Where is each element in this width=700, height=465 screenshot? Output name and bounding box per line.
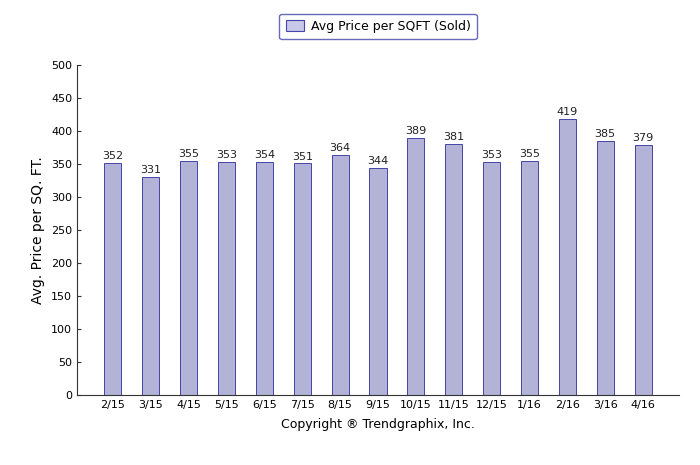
Text: 354: 354 bbox=[254, 150, 275, 159]
Bar bbox=[142, 177, 160, 395]
Bar bbox=[407, 139, 424, 395]
Legend: Avg Price per SQFT (Sold): Avg Price per SQFT (Sold) bbox=[279, 13, 477, 39]
Text: 419: 419 bbox=[556, 106, 578, 117]
Bar bbox=[559, 119, 576, 395]
Bar bbox=[256, 161, 273, 395]
Text: 352: 352 bbox=[102, 151, 123, 161]
Bar bbox=[445, 144, 462, 395]
Bar bbox=[483, 162, 500, 395]
Text: 353: 353 bbox=[216, 150, 237, 160]
Y-axis label: Avg. Price per SQ. FT.: Avg. Price per SQ. FT. bbox=[32, 156, 46, 304]
Bar bbox=[180, 161, 197, 395]
Text: 364: 364 bbox=[330, 143, 351, 153]
Text: 351: 351 bbox=[292, 152, 313, 161]
Bar bbox=[294, 164, 311, 395]
Bar bbox=[370, 168, 386, 395]
Text: 381: 381 bbox=[443, 132, 464, 142]
Bar bbox=[104, 163, 121, 395]
Bar bbox=[635, 145, 652, 395]
Text: 389: 389 bbox=[405, 126, 426, 136]
Bar bbox=[521, 161, 538, 395]
Text: 331: 331 bbox=[140, 165, 161, 175]
Text: 355: 355 bbox=[178, 149, 199, 159]
Text: 379: 379 bbox=[633, 133, 654, 143]
Text: 355: 355 bbox=[519, 149, 540, 159]
Bar bbox=[332, 155, 349, 395]
Text: 344: 344 bbox=[368, 156, 388, 166]
Bar bbox=[596, 141, 614, 395]
Text: 353: 353 bbox=[481, 150, 502, 160]
Text: 385: 385 bbox=[595, 129, 616, 139]
Bar bbox=[218, 162, 235, 395]
X-axis label: Copyright ® Trendgraphix, Inc.: Copyright ® Trendgraphix, Inc. bbox=[281, 418, 475, 432]
